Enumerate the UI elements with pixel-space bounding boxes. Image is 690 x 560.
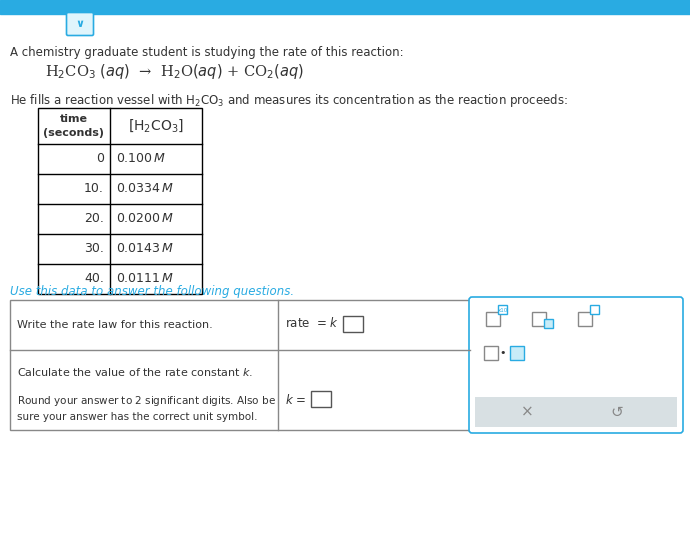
Text: 40.: 40. bbox=[84, 273, 104, 286]
Text: 30.: 30. bbox=[84, 242, 104, 255]
Bar bbox=[343, 316, 363, 332]
Text: $0.0143\,\mathit{M}$: $0.0143\,\mathit{M}$ bbox=[116, 242, 174, 255]
Text: $0.0111\,\mathit{M}$: $0.0111\,\mathit{M}$ bbox=[116, 273, 174, 286]
Bar bbox=[544, 319, 553, 328]
FancyBboxPatch shape bbox=[66, 12, 94, 35]
Bar bbox=[38, 108, 202, 294]
Bar bbox=[0, 0, 690, 14]
Bar bbox=[10, 300, 470, 430]
Bar bbox=[475, 397, 677, 427]
Bar bbox=[484, 346, 498, 360]
Text: $0.0334\,\mathit{M}$: $0.0334\,\mathit{M}$ bbox=[116, 183, 174, 195]
Text: •: • bbox=[500, 348, 506, 358]
Text: time
(seconds): time (seconds) bbox=[43, 114, 104, 138]
Bar bbox=[532, 312, 546, 326]
Text: $\left[\mathrm{H_2CO_3}\right]$: $\left[\mathrm{H_2CO_3}\right]$ bbox=[128, 118, 184, 134]
Text: Round your answer to $2$ significant digits. Also be
sure your answer has the co: Round your answer to $2$ significant dig… bbox=[17, 394, 276, 422]
Text: ∨: ∨ bbox=[75, 19, 84, 29]
Text: 20.: 20. bbox=[84, 212, 104, 226]
Text: Calculate the value of the rate constant $\mathit{k}$.: Calculate the value of the rate constant… bbox=[17, 366, 253, 378]
Bar bbox=[486, 312, 500, 326]
Text: H$_2$CO$_3$ $(aq)$  →  H$_2$O$(aq)$ + CO$_2$$(aq)$: H$_2$CO$_3$ $(aq)$ → H$_2$O$(aq)$ + CO$_… bbox=[45, 62, 304, 81]
Bar bbox=[590, 305, 599, 314]
Bar bbox=[578, 312, 592, 326]
Text: Use this data to answer the following questions.: Use this data to answer the following qu… bbox=[10, 285, 294, 298]
Bar bbox=[311, 391, 331, 407]
Bar bbox=[498, 305, 507, 314]
Text: 0: 0 bbox=[96, 152, 104, 166]
Text: ↺: ↺ bbox=[611, 404, 623, 419]
Text: x10: x10 bbox=[497, 308, 508, 313]
Text: $0.100\,\mathit{M}$: $0.100\,\mathit{M}$ bbox=[116, 152, 166, 166]
Text: $0.0200\,\mathit{M}$: $0.0200\,\mathit{M}$ bbox=[116, 212, 174, 226]
Text: ×: × bbox=[521, 404, 533, 419]
Text: Write the rate law for this reaction.: Write the rate law for this reaction. bbox=[17, 320, 213, 330]
Text: A chemistry graduate student is studying the rate of this reaction:: A chemistry graduate student is studying… bbox=[10, 46, 404, 59]
Bar bbox=[510, 346, 524, 360]
Text: 10.: 10. bbox=[84, 183, 104, 195]
FancyBboxPatch shape bbox=[469, 297, 683, 433]
Text: $k$ =: $k$ = bbox=[285, 393, 307, 407]
Text: rate  = $k$: rate = $k$ bbox=[285, 316, 339, 330]
Text: He fills a reaction vessel with H$_2$CO$_3$ and measures its concentration as th: He fills a reaction vessel with H$_2$CO$… bbox=[10, 92, 568, 109]
